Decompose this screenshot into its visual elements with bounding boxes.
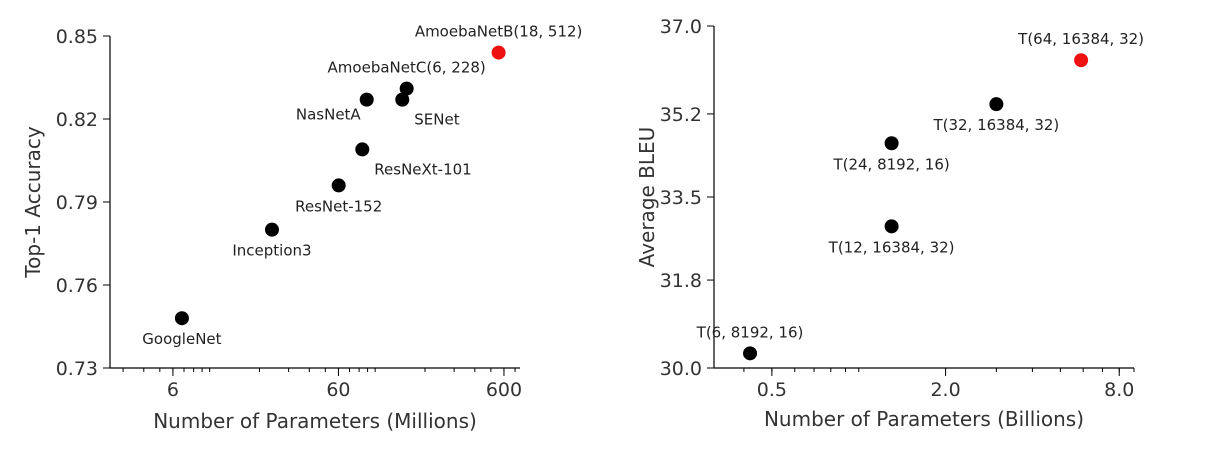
point-label: T(64, 16384, 32): [1017, 30, 1144, 48]
y-tick-label: 0.82: [56, 109, 98, 131]
y-axis-title: Top-1 Accuracy: [21, 126, 45, 279]
x-tick-label: 8.0: [1104, 379, 1134, 401]
y-tick-label: 31.8: [660, 270, 702, 292]
data-point: [989, 97, 1004, 112]
x-axis-title: Number of Parameters (Billions): [764, 407, 1084, 431]
y-tick-label: 30.0: [660, 358, 702, 380]
bleu-chart: 0.5 2.0 8.0 30.0 31.8 33.5 35.2 37.0 Number of P…: [635, 16, 1144, 431]
point-label: T(12, 16384, 32): [828, 238, 955, 256]
x-tick-label: 0.5: [757, 379, 787, 401]
y-tick-label: 33.5: [660, 187, 702, 209]
y-tick-label: 0.79: [56, 192, 98, 214]
y-tick-label: 37.0: [660, 16, 702, 38]
point-label: T(32, 16384, 32): [932, 116, 1059, 134]
x-tick-label: 2.0: [930, 379, 960, 401]
data-point: [264, 222, 279, 237]
y-axis-title: Average BLEU: [635, 127, 659, 268]
y-tick-label: 0.85: [56, 26, 98, 48]
accuracy-chart: 6 60 600 0.73 0.76 0.79 0.82 0.85 Number of Para…: [21, 23, 582, 433]
point-label: GoogleNet: [142, 330, 221, 348]
highlighted-data-point: [491, 45, 506, 60]
data-point: [395, 92, 410, 107]
x-tick-label: 6: [167, 379, 179, 401]
point-label: T(24, 8192, 16): [832, 155, 949, 173]
point-label: AmoebaNetB(18, 512): [415, 23, 583, 41]
data-point: [331, 178, 346, 193]
point-label: Inception3: [232, 242, 311, 260]
point-label: T(6, 8192, 16): [696, 323, 804, 341]
data-point: [359, 92, 374, 107]
point-label: AmoebaNetC(6, 228): [328, 59, 486, 77]
highlighted-data-point: [1074, 53, 1089, 68]
point-label: ResNet-152: [295, 197, 382, 215]
point-label: SENet: [414, 111, 459, 129]
data-point: [743, 346, 758, 361]
point-label: ResNeXt-101: [374, 160, 471, 178]
x-axis-title: Number of Parameters (Millions): [153, 409, 477, 433]
point-label: NasNetA: [296, 106, 362, 124]
data-point: [399, 81, 414, 96]
data-point: [355, 142, 370, 157]
x-tick-label: 600: [486, 379, 522, 401]
data-point: [884, 136, 899, 151]
x-tick-label: 60: [326, 379, 350, 401]
y-tick-label: 35.2: [660, 104, 702, 126]
y-tick-label: 0.76: [56, 275, 98, 297]
data-point: [884, 219, 899, 234]
y-tick-label: 0.73: [56, 358, 98, 380]
data-point: [174, 311, 189, 326]
